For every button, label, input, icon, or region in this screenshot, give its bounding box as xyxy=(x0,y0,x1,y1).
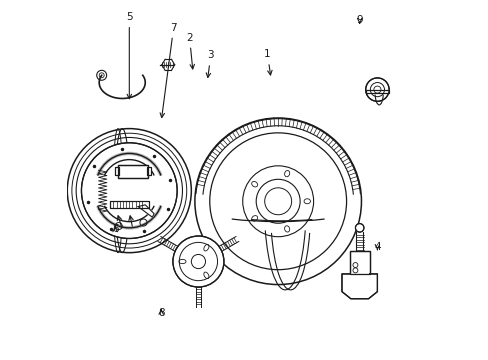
Text: 9: 9 xyxy=(356,15,362,25)
Text: 2: 2 xyxy=(186,32,194,69)
Circle shape xyxy=(173,236,224,287)
Bar xyxy=(147,167,150,175)
Bar xyxy=(115,167,119,175)
Text: 6: 6 xyxy=(112,224,118,234)
Bar xyxy=(118,165,147,177)
Bar xyxy=(365,90,388,93)
Text: 8: 8 xyxy=(158,308,164,318)
Polygon shape xyxy=(138,205,154,217)
Bar xyxy=(110,201,148,208)
Circle shape xyxy=(365,78,388,101)
Bar xyxy=(365,90,388,93)
Bar xyxy=(349,251,369,274)
Text: 5: 5 xyxy=(126,12,132,99)
Polygon shape xyxy=(341,274,377,299)
Circle shape xyxy=(81,143,177,238)
Bar xyxy=(110,201,148,208)
Text: 4: 4 xyxy=(373,242,380,252)
Text: 7: 7 xyxy=(160,23,177,117)
Text: 3: 3 xyxy=(206,50,214,77)
Bar xyxy=(349,251,369,274)
Bar xyxy=(115,167,119,175)
Circle shape xyxy=(355,224,363,232)
Bar xyxy=(118,165,147,177)
Bar xyxy=(147,167,150,175)
Text: 1: 1 xyxy=(264,49,271,75)
